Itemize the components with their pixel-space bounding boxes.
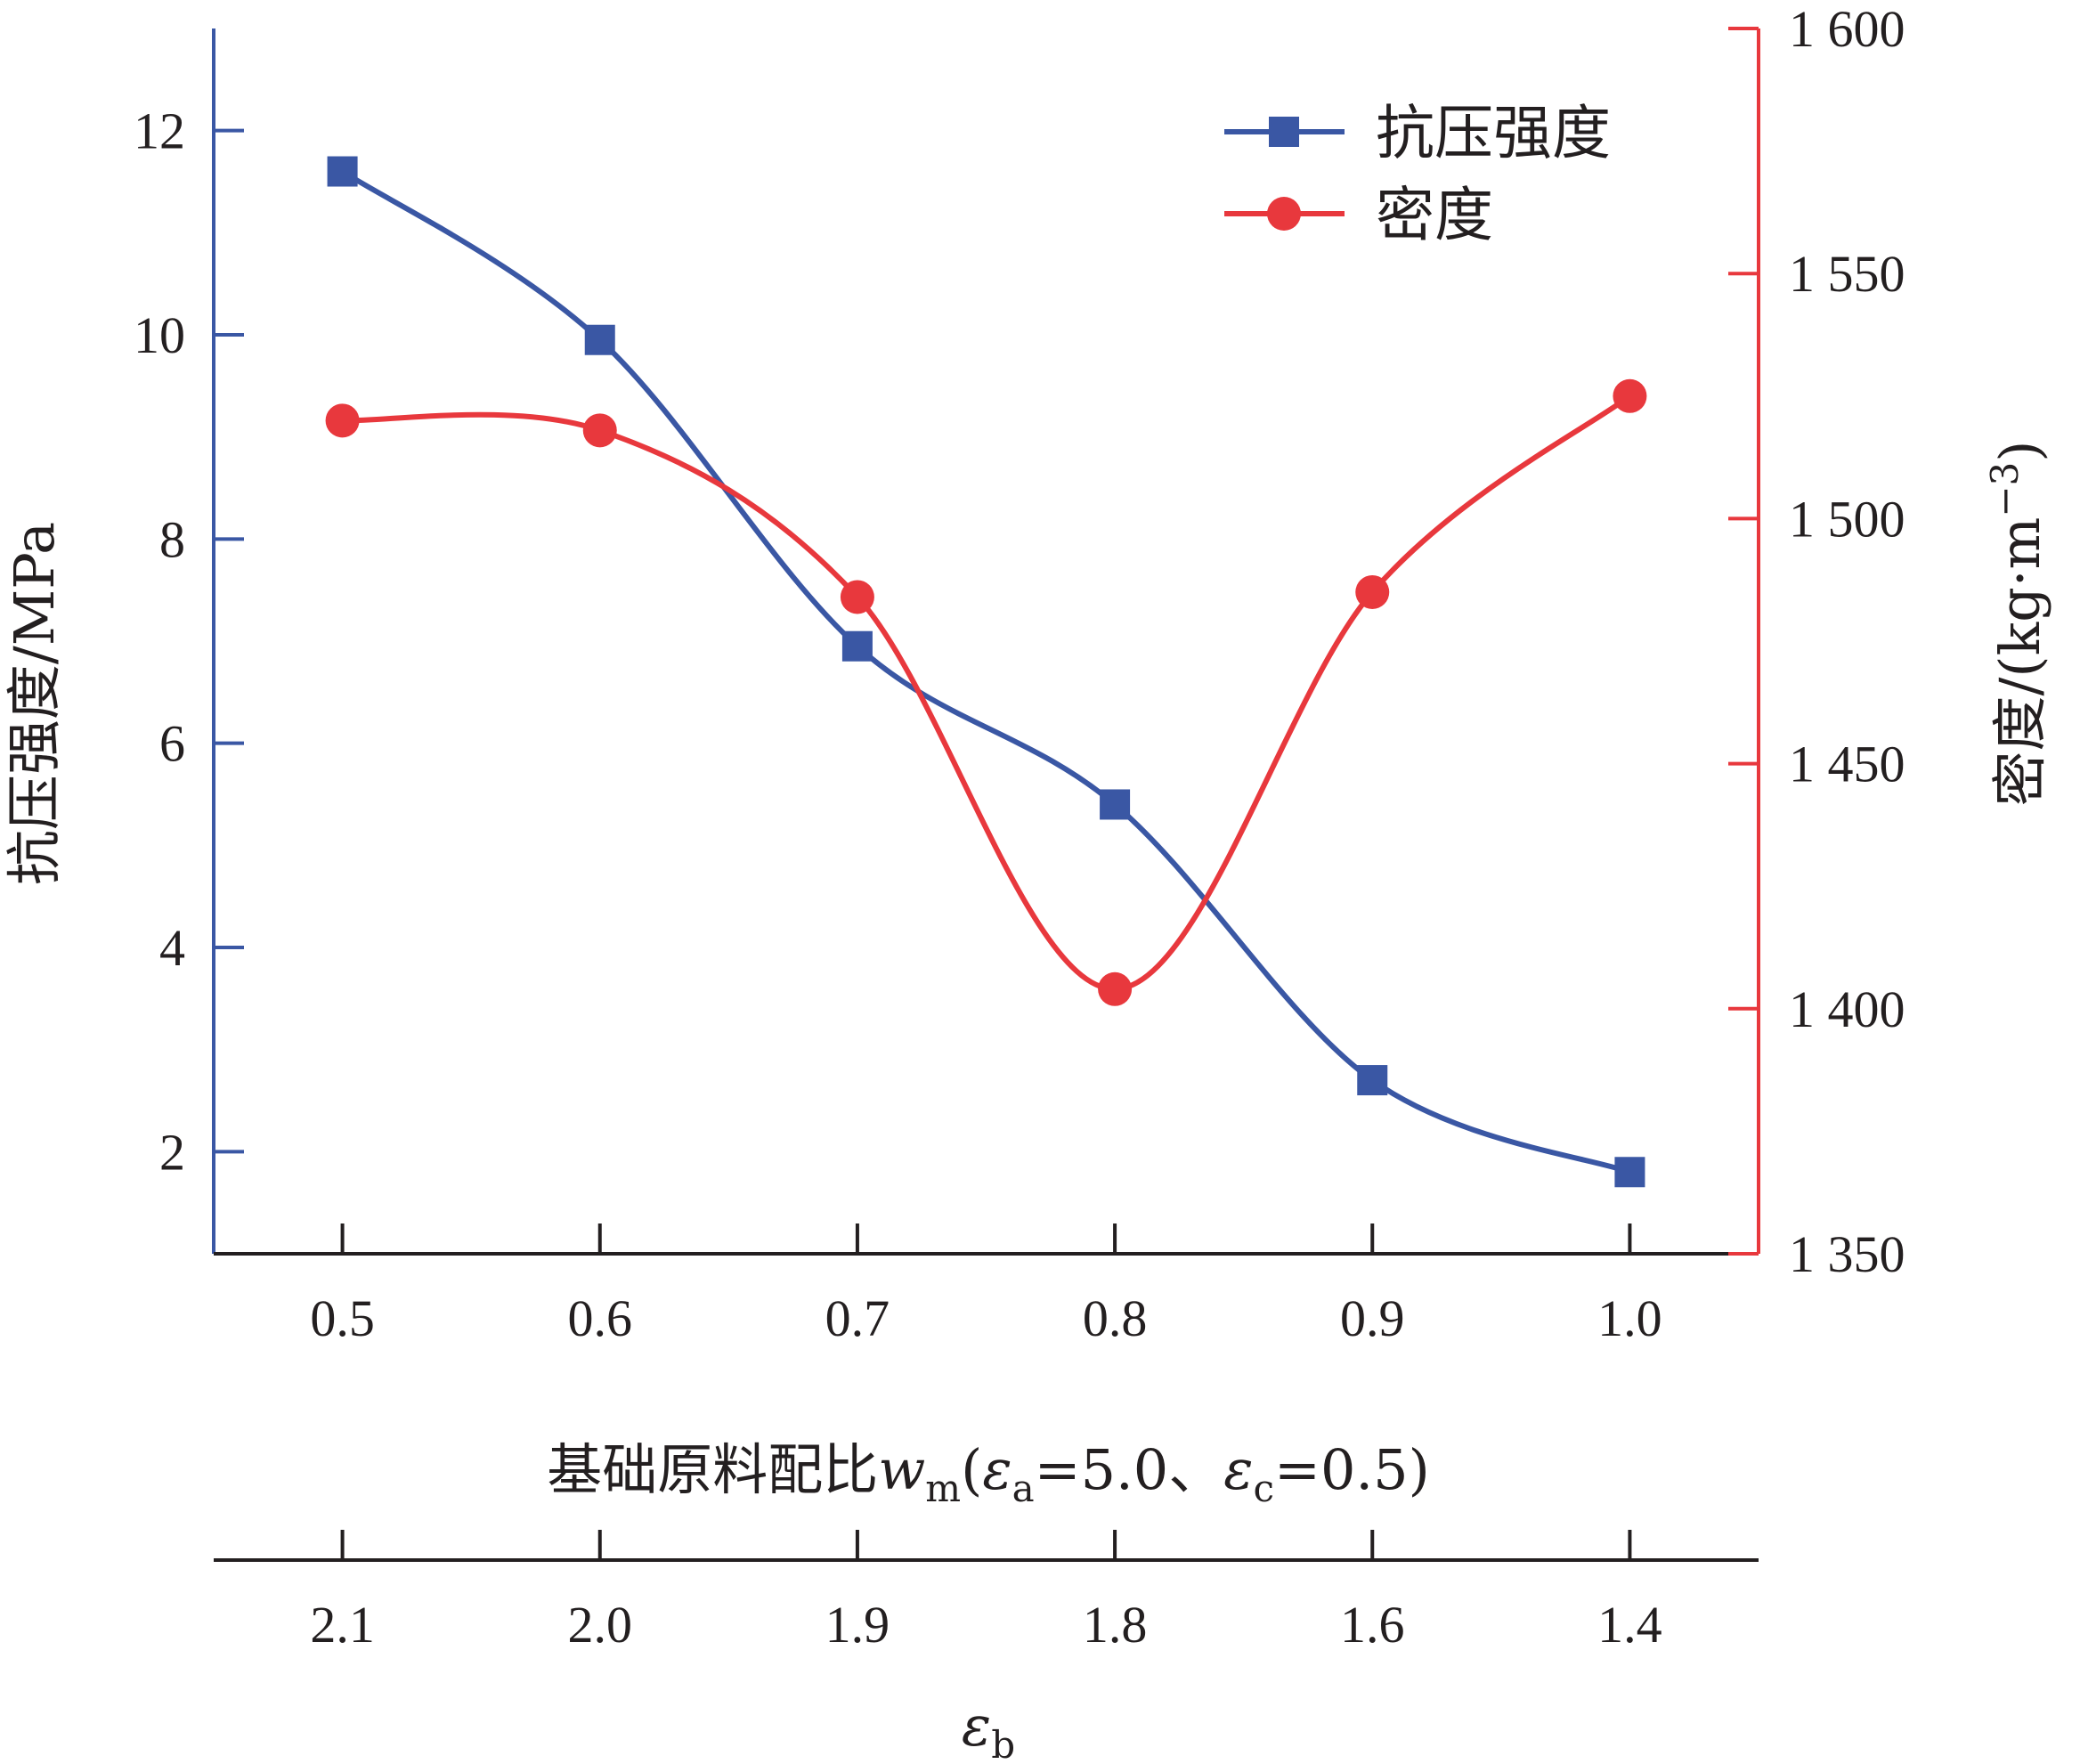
x2-tick-label: 1.6 (1340, 1596, 1405, 1654)
data-point-square (1357, 1065, 1388, 1096)
y-left-tick-label: 2 (159, 1123, 185, 1181)
x2-axis-title: εb (962, 1694, 1015, 1764)
data-point-square (841, 630, 873, 662)
data-point-circle (1355, 574, 1390, 609)
x-tick-label: 0.8 (1083, 1289, 1148, 1347)
x-tick-label: 0.5 (310, 1289, 375, 1347)
y-right-tick-label: 1 500 (1789, 490, 1905, 548)
legend-label-1: 抗压强度 (1376, 99, 1611, 167)
x-axis-title: 基础原料配比wm(εa=5.0、εc=0.5) (547, 1437, 1430, 1510)
legend-label-2: 密度 (1376, 181, 1493, 249)
x-tick-label: 0.6 (568, 1289, 633, 1347)
x-tick-label: 0.7 (825, 1289, 890, 1347)
y-left-tick-label: 4 (159, 919, 185, 977)
y-left-axis-title: 抗压强度/MPa (2, 522, 67, 885)
data-point-square (327, 156, 358, 187)
y-right-tick-label: 1 350 (1789, 1225, 1905, 1283)
x2-tick-label: 1.9 (825, 1596, 890, 1654)
data-point-square (584, 324, 615, 355)
y-right-tick-label: 1 600 (1789, 0, 1905, 58)
y-left-tick-label: 12 (134, 102, 185, 160)
data-point-circle (1098, 971, 1133, 1006)
x2-tick-label: 1.4 (1597, 1596, 1662, 1654)
y-right-axis-title: 密度/(kg·m−3) (1983, 441, 2052, 807)
y-left-tick-label: 8 (159, 510, 185, 568)
data-point-circle (582, 413, 617, 448)
y-right-tick-label: 1 400 (1789, 980, 1905, 1038)
x-tick-label: 0.9 (1340, 1289, 1405, 1347)
data-point-circle (1613, 378, 1647, 413)
series-layer (325, 156, 1647, 1188)
y-right-tick-label: 1 550 (1789, 245, 1905, 303)
data-point-square (1614, 1157, 1645, 1188)
data-point-square (1100, 789, 1131, 820)
data-point-circle (325, 403, 360, 438)
x2-tick-label: 1.8 (1083, 1596, 1148, 1654)
x-tick-label: 1.0 (1597, 1289, 1662, 1347)
data-point-circle (840, 580, 874, 614)
legend-marker-circle (1267, 197, 1301, 231)
y-right-tick-label: 1 450 (1789, 736, 1905, 793)
y-left-tick-label: 6 (159, 715, 185, 773)
legend-marker-square (1269, 117, 1299, 147)
series-line-1 (340, 169, 1631, 1175)
y-left-tick-label: 10 (134, 306, 185, 364)
axes: 0.5 2.1 0.6 2.0 0.7 1.9 0.8 1.8 0.9 1.6 1.0 1.4 2 4 6 8… (134, 0, 1905, 1654)
x2-tick-label: 2.1 (310, 1596, 375, 1654)
x2-tick-label: 2.0 (568, 1596, 633, 1654)
series-line-2 (342, 394, 1632, 992)
